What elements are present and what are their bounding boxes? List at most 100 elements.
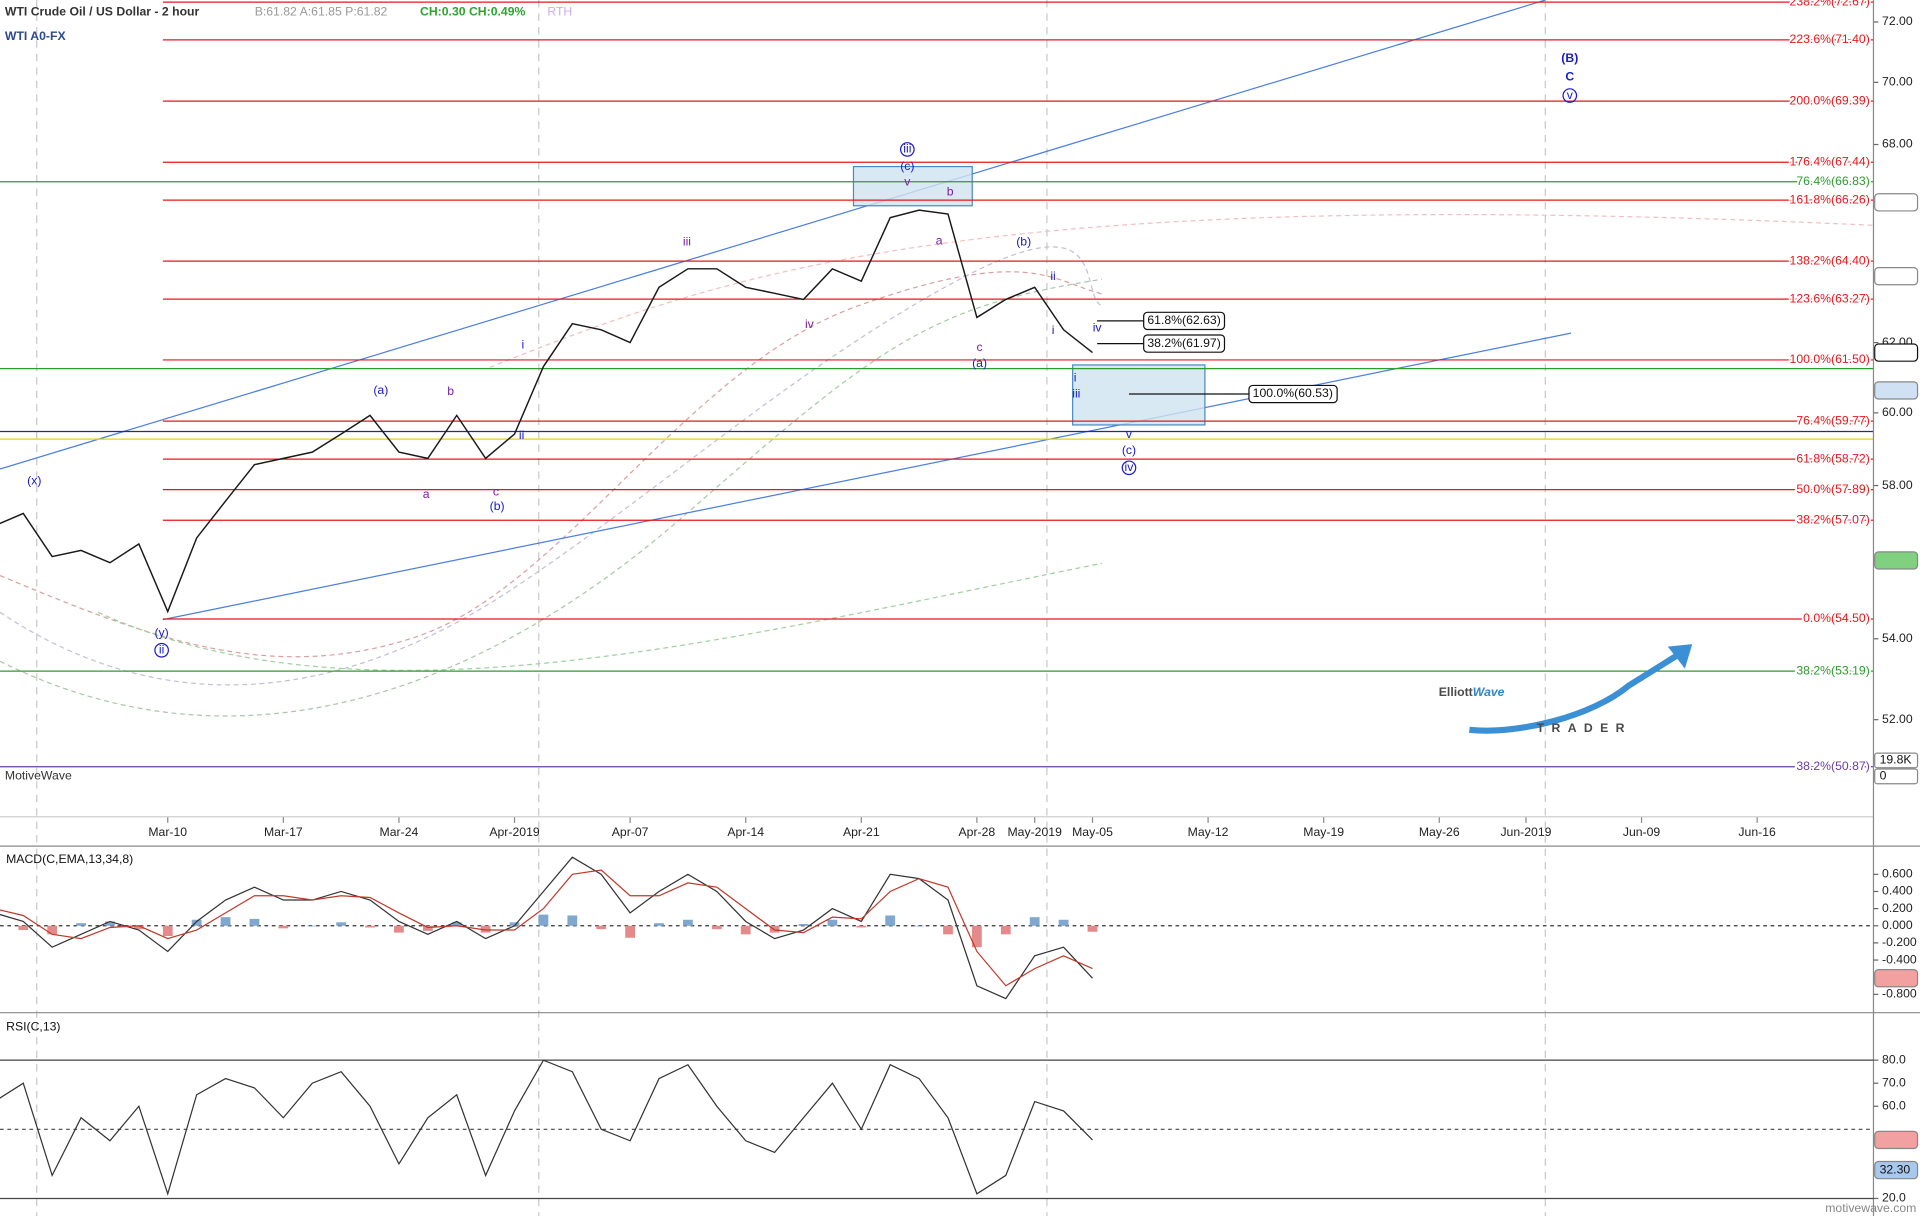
change: CH:0.30 CH:0.49%: [420, 5, 526, 19]
y-tick-label: 0.400: [1882, 884, 1913, 898]
trend-line: [0, 0, 1546, 470]
fib-level-label: 38.2%(53.19): [1796, 663, 1869, 677]
value-badge: [1874, 969, 1919, 988]
wave-label: (a): [972, 356, 987, 370]
value-badge: [1874, 551, 1919, 570]
projection-box: [1248, 384, 1338, 404]
y-tick-label: 60.00: [1882, 405, 1913, 419]
value-badge: [1874, 1130, 1919, 1150]
x-tick-label: May-19: [1303, 825, 1344, 839]
y-tick-label: 60.0: [1882, 1098, 1906, 1112]
histogram-bar: [538, 914, 549, 926]
y-tick-label: 68.00: [1882, 137, 1913, 151]
fib-level-label: 76.4%(66.83): [1796, 174, 1869, 188]
wave-label: v: [1126, 427, 1133, 441]
y-tick-label: 20.0: [1882, 1191, 1906, 1205]
wave-label: (b): [490, 499, 505, 513]
wave-circle: [1121, 460, 1137, 476]
macd-line: [0, 856, 1093, 1000]
moving-average: [97, 562, 1103, 671]
projection-label: 61.8%(62.63): [1147, 313, 1220, 327]
fib-level-label: 50.0%(57.89): [1796, 482, 1869, 496]
moving-average: [489, 213, 1874, 368]
macd-line: [0, 869, 1093, 987]
histogram-bar: [1058, 919, 1069, 926]
fib-level-label: 238.2%(72.67): [1790, 0, 1870, 8]
histogram-bar: [394, 925, 404, 933]
wave-label: c: [977, 340, 983, 354]
wave-label: (c): [900, 159, 914, 173]
wave-circle: [154, 642, 169, 658]
histogram-bar: [740, 925, 751, 935]
volume-badge-label: 19.8K: [1880, 753, 1913, 767]
fib-levels: 238.2%(72.67) 223.6%(71.40) 200.0%(69.39) 1…: [0, 0, 1874, 775]
fib-level-label: 138.2%(64.40): [1790, 253, 1870, 267]
value-badge-label: 32.30: [1880, 1162, 1911, 1176]
histogram-bar: [856, 925, 867, 928]
x-tick-label: May-26: [1419, 825, 1460, 839]
histogram-bar: [914, 925, 924, 927]
footer: motivewave.com: [1825, 1201, 1916, 1215]
x-tick-label: Apr-07: [612, 825, 649, 839]
histogram-bar: [480, 925, 491, 933]
logo: ElliottWave TRADER: [1439, 644, 1693, 735]
y-tick-label: 70.00: [1882, 75, 1913, 89]
x-tick-label: Jun-2019: [1500, 825, 1551, 839]
histogram-bar: [307, 925, 318, 927]
histogram-bar: [827, 919, 838, 926]
wave-label: v: [1567, 88, 1574, 102]
wave-label: ii: [159, 642, 164, 656]
x-tick-label: May-2019: [1007, 825, 1062, 839]
histogram-bar: [972, 925, 982, 948]
fib-level-label: 123.6%(63.27): [1790, 291, 1870, 305]
projection-label: 38.2%(61.97): [1147, 336, 1220, 350]
value-badge: [1874, 343, 1919, 362]
fib-level-label: 200.0%(69.39): [1790, 93, 1870, 107]
x-tick-label: Apr-14: [727, 825, 764, 839]
y-tick-label: 52.00: [1882, 712, 1913, 726]
wave-label: C: [1565, 69, 1574, 83]
y-tick-label: 80.0: [1882, 1052, 1906, 1066]
histogram-bar: [336, 922, 347, 926]
x-tick-label: Mar-24: [380, 825, 419, 839]
macd-panel: MACD(C,EMA,13,34,8) 0.600 0.400 0.200 0.000…: [0, 852, 1919, 1001]
x-tick-label: Apr-28: [959, 825, 996, 839]
volume-badge-label: 0: [1880, 769, 1887, 783]
y-tick-label: 58.00: [1882, 478, 1913, 492]
fib-level-label: 61.8%(58.72): [1796, 451, 1869, 465]
volume-badge: [1874, 768, 1919, 785]
panel-title: MACD(C,EMA,13,34,8): [6, 852, 133, 866]
trend-line: [162, 332, 1572, 621]
fib-level-label: 76.4%(59.77): [1796, 413, 1869, 427]
panel-title: RSI(C,13): [6, 1020, 60, 1034]
wave-label: a: [936, 233, 943, 247]
rsi-panel: RSI(C,13) 20.0 60.0 70.0 80.0 32.30: [0, 1020, 1919, 1205]
histogram-bar: [1029, 917, 1040, 926]
y-tick-label: -0.400: [1882, 952, 1917, 966]
logo-text: ElliottWave: [1439, 685, 1505, 699]
logo-arrow: [1667, 644, 1693, 669]
x-tick-label: May-12: [1188, 825, 1229, 839]
histogram-bar: [798, 924, 809, 926]
wave-label: iv: [1125, 460, 1135, 474]
wave-label: a: [423, 487, 430, 501]
wave-label: v: [904, 175, 911, 189]
wave-label: iv: [1093, 320, 1103, 334]
projection-box: [1143, 334, 1226, 353]
histogram-bar: [654, 923, 664, 926]
x-tick-label: Jun-16: [1738, 825, 1776, 839]
histogram-bar: [162, 925, 173, 937]
x-tick-label: May-05: [1072, 825, 1113, 839]
wave-label: ii: [1050, 269, 1055, 283]
value-badge: [1874, 193, 1919, 212]
wave-label: iv: [805, 317, 815, 331]
wave-label: iii: [1072, 387, 1080, 401]
fib-level-label: 161.8%(66.26): [1790, 192, 1870, 206]
fib-level-label: 176.4%(67.44): [1790, 154, 1870, 168]
x-tick-label: Mar-17: [264, 825, 303, 839]
value-badge: [1874, 1160, 1919, 1180]
rsi-line: [0, 1059, 1093, 1196]
wave-label: (y): [154, 625, 168, 639]
